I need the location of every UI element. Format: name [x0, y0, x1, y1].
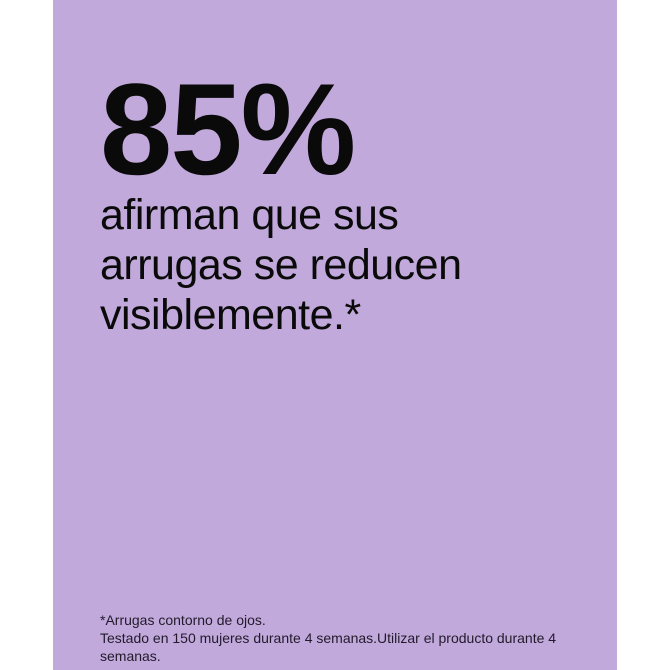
stat-description: afirman que sus arrugas se reducen visib… [100, 190, 462, 340]
stat-description-line-2: arrugas se reducen [100, 241, 462, 289]
stat-panel: 85% afirman que sus arrugas se reducen v… [53, 0, 617, 670]
footnote-line-3: semanas. [100, 648, 161, 664]
stat-value: 85% [100, 56, 356, 202]
footnote-line-2: Testado en 150 mujeres durante 4 semanas… [100, 630, 557, 646]
stat-description-line-1: afirman que sus [100, 191, 399, 239]
stat-description-line-3: visiblemente.* [100, 291, 361, 339]
footnote-line-1: *Arrugas contorno de ojos. [100, 612, 266, 628]
footnote: *Arrugas contorno de ojos. Testado en 15… [100, 611, 610, 665]
